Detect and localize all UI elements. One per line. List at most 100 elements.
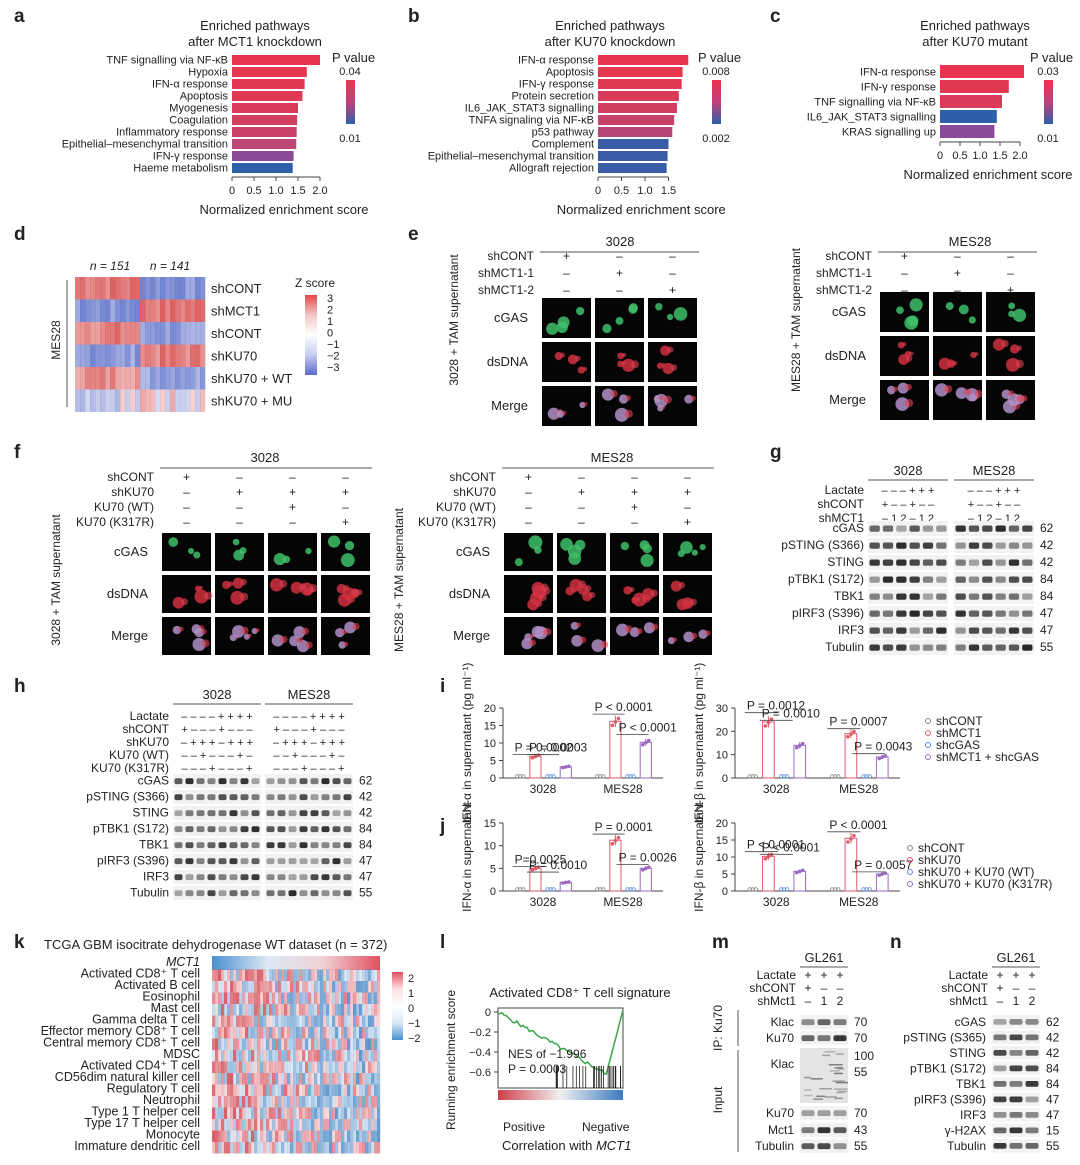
heatmap-cell bbox=[224, 1119, 228, 1131]
heatmap-cell bbox=[224, 1142, 228, 1154]
heatmap-cell bbox=[359, 1004, 363, 1016]
heatmap-cell bbox=[254, 1130, 258, 1142]
tick-label: 0.5 bbox=[246, 185, 261, 197]
heatmap-cell bbox=[281, 969, 285, 981]
data-point bbox=[867, 887, 872, 892]
heatmap-cell bbox=[332, 1027, 336, 1039]
heatmap-cell bbox=[377, 1096, 381, 1108]
heatmap-cell bbox=[359, 1107, 363, 1119]
heatmap-cell bbox=[221, 1004, 225, 1016]
heatmap-cell bbox=[371, 1027, 375, 1039]
data-point bbox=[747, 887, 752, 892]
data-point bbox=[846, 734, 850, 739]
p-value-annotation: P = 0.0010 bbox=[529, 858, 587, 872]
heatmap-cell bbox=[308, 1004, 312, 1016]
protein-band bbox=[277, 810, 286, 817]
cell-signal bbox=[269, 578, 284, 592]
heatmap-cell bbox=[239, 1130, 243, 1142]
heatmap-cell bbox=[110, 322, 116, 345]
heatmap-cell bbox=[344, 1004, 348, 1016]
protein-band bbox=[207, 890, 216, 897]
band-label: IRF3 bbox=[838, 623, 864, 637]
heatmap-cell bbox=[347, 1084, 351, 1096]
heatmap-cell bbox=[233, 1130, 237, 1142]
heatmap-cell bbox=[284, 1073, 288, 1085]
nes-bar bbox=[598, 103, 677, 113]
heatmap-cell bbox=[215, 1061, 219, 1073]
condition-label: shCONT bbox=[122, 722, 169, 736]
legend-marker bbox=[925, 718, 931, 724]
cell-signal bbox=[909, 351, 914, 356]
data-point bbox=[753, 887, 758, 892]
kda-label: 100 bbox=[854, 1049, 874, 1063]
heatmap-cell bbox=[254, 1096, 258, 1108]
condition-sign: – bbox=[578, 500, 585, 514]
heatmap-cell bbox=[374, 1084, 378, 1096]
heatmap-cell bbox=[200, 299, 206, 322]
heatmap-cell bbox=[251, 1027, 255, 1039]
heatmap-cell bbox=[239, 1107, 243, 1119]
heatmap-cell bbox=[242, 1027, 246, 1039]
heatmap-cell bbox=[233, 969, 237, 981]
heatmap-cell bbox=[341, 1119, 345, 1131]
heatmap-cell bbox=[344, 1073, 348, 1085]
heatmap-cell bbox=[239, 1096, 243, 1108]
heatmap-cell bbox=[284, 1096, 288, 1108]
heatmap-cell bbox=[221, 969, 225, 981]
heatmap-cell bbox=[160, 344, 166, 367]
data-point bbox=[564, 880, 568, 885]
heatmap-cell bbox=[287, 1130, 291, 1142]
heatmap-cell bbox=[224, 969, 228, 981]
heatmap-cell bbox=[145, 367, 151, 390]
heatmap-cell bbox=[135, 344, 141, 367]
heatmap-cell bbox=[175, 277, 181, 300]
protein-band bbox=[343, 778, 352, 785]
protein-band bbox=[993, 1096, 1007, 1103]
heatmap-cell bbox=[374, 1073, 378, 1085]
cell-signal bbox=[305, 641, 313, 649]
heatmap-cell bbox=[155, 367, 161, 390]
heatmap-cell bbox=[254, 1119, 258, 1131]
heatmap-cell bbox=[155, 344, 161, 367]
heatmap-cell bbox=[254, 1084, 258, 1096]
heatmap-cell bbox=[335, 969, 339, 981]
protein-band bbox=[1025, 1143, 1039, 1149]
cell-signal bbox=[340, 553, 355, 567]
heatmap-cell bbox=[257, 1050, 261, 1062]
pathway-label: Hypoxia bbox=[188, 66, 229, 78]
heatmap-cell bbox=[266, 1061, 270, 1073]
heatmap-cell bbox=[263, 1107, 267, 1119]
heatmap-cell bbox=[332, 1015, 336, 1027]
heatmap-cell bbox=[296, 1130, 300, 1142]
heatmap-cell bbox=[287, 1050, 291, 1062]
heatmap-cell bbox=[362, 981, 366, 993]
heatmap-cell bbox=[281, 1061, 285, 1073]
heatmap-cell bbox=[284, 1061, 288, 1073]
heatmap-row-label: Neutrophil bbox=[143, 1093, 200, 1107]
heatmap-cell bbox=[278, 1015, 282, 1027]
protein-band bbox=[343, 810, 352, 817]
nes-bar bbox=[232, 139, 297, 149]
protein-band bbox=[207, 794, 216, 801]
data-point bbox=[781, 774, 787, 779]
heatmap-cell bbox=[95, 344, 101, 367]
cell-signal bbox=[344, 540, 355, 551]
heatmap-cell bbox=[180, 389, 186, 412]
heatmap-cell bbox=[85, 299, 91, 322]
p-value-annotation: P = 0.0010 bbox=[762, 706, 820, 720]
condition-sign: + bbox=[804, 981, 811, 995]
protein-band bbox=[936, 525, 947, 532]
heatmap-cell bbox=[374, 1119, 378, 1131]
protein-band bbox=[299, 874, 308, 881]
y-tick-label: 0 bbox=[722, 773, 728, 785]
heatmap-cell bbox=[287, 1107, 291, 1119]
heatmap-cell bbox=[145, 277, 151, 300]
condition-signs: – – – + + + bbox=[968, 485, 1021, 497]
data-point bbox=[551, 774, 556, 779]
protein-band bbox=[803, 1089, 812, 1091]
heatmap-cell bbox=[365, 1130, 369, 1142]
heatmap-cell bbox=[100, 322, 106, 345]
heatmap-cell bbox=[353, 1073, 357, 1085]
p-value-annotation: P < 0.0001 bbox=[619, 721, 677, 735]
